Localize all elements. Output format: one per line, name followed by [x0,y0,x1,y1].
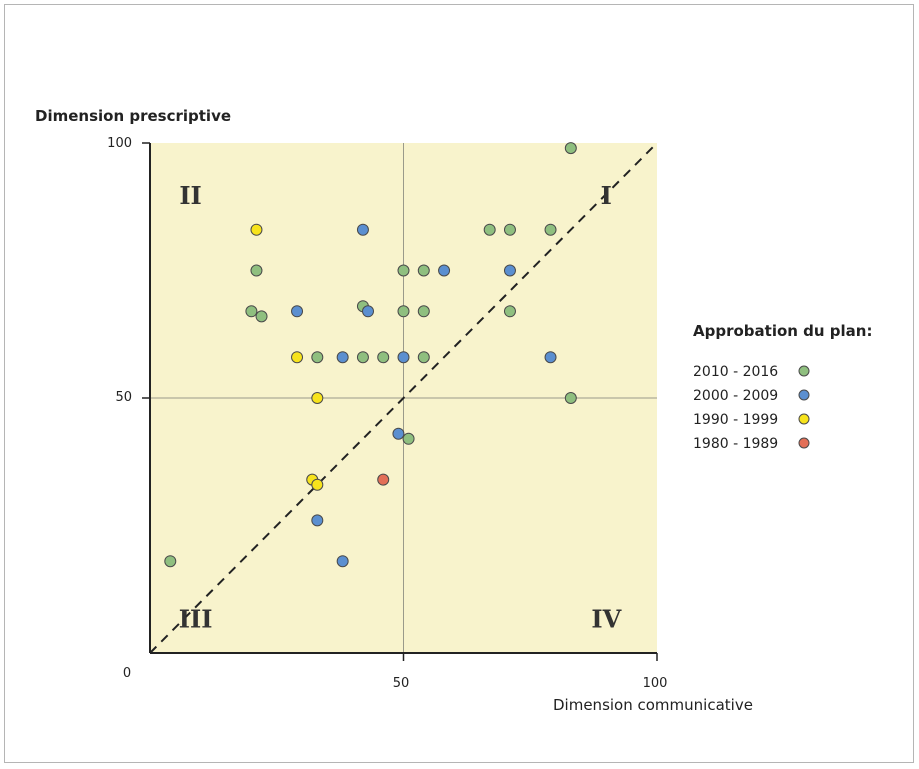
legend-label: 2000 - 2009 [693,388,778,404]
data-point-series-0 [545,224,556,235]
data-point-series-0 [565,143,576,154]
data-point-series-0 [256,311,267,322]
data-point-series-0 [165,556,176,567]
data-point-series-0 [504,306,515,317]
data-point-series-0 [398,265,409,276]
origin-tick-label: 0 [123,666,131,681]
legend-label: 2010 - 2016 [693,364,778,380]
data-point-series-0 [418,306,429,317]
data-point-series-2 [292,352,303,363]
data-point-series-2 [312,479,323,490]
y-tick-label-50: 50 [115,390,132,405]
data-point-series-3 [378,474,389,485]
data-point-series-1 [337,556,348,567]
legend-marker [799,414,809,424]
legend-label: 1990 - 1999 [693,412,778,428]
data-point-series-0 [251,265,262,276]
data-point-series-0 [403,433,414,444]
data-point-series-1 [398,352,409,363]
data-point-series-0 [504,224,515,235]
x-tick-label-100: 100 [643,676,668,691]
data-point-series-1 [504,265,515,276]
data-point-series-0 [378,352,389,363]
data-point-series-0 [357,352,368,363]
legend: Approbation du plan: 2010 - 2016 2000 - 2… [693,322,872,452]
y-axis-title: Dimension prescriptive [35,107,231,125]
data-point-series-1 [363,306,374,317]
x-tick-label-50: 50 [393,676,410,691]
x-axis-title: Dimension communicative [553,696,753,714]
data-point-series-0 [418,352,429,363]
data-point-series-0 [246,306,257,317]
quadrant-label-ii: II [179,181,201,210]
data-point-series-0 [398,306,409,317]
data-point-series-2 [312,393,323,404]
y-tick-label-100: 100 [107,136,132,151]
figure-frame: I II III IV Dimension prescriptive Dimensio… [4,4,914,763]
data-point-series-1 [292,306,303,317]
legend-marker [799,366,809,376]
data-point-series-0 [418,265,429,276]
quadrant-label-iii: III [179,605,213,634]
legend-title: Approbation du plan: [693,322,872,340]
data-point-series-1 [312,515,323,526]
quadrant-label-i: I [601,181,612,210]
legend-marker [799,390,809,400]
data-point-series-1 [545,352,556,363]
data-point-series-0 [312,352,323,363]
legend-label: 1980 - 1989 [693,436,778,452]
data-point-series-1 [337,352,348,363]
data-point-series-2 [251,224,262,235]
data-point-series-1 [393,428,404,439]
data-point-series-1 [439,265,450,276]
data-point-series-0 [484,224,495,235]
data-point-series-1 [357,224,368,235]
legend-marker [799,438,809,448]
data-point-series-0 [565,393,576,404]
quadrant-label-iv: IV [591,605,621,634]
